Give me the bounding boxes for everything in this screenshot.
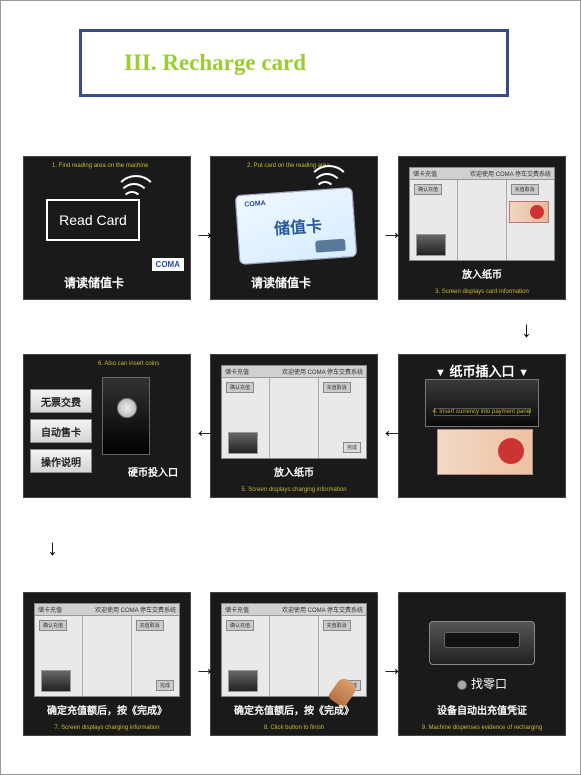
- step-7-cn-label: 确定充值额后，按《完成》: [24, 702, 190, 717]
- screen-title-right: 欢迎使用 COMA 停车交费系统: [95, 605, 176, 614]
- step-panel-7: 储卡充值 欢迎使用 COMA 停车交费系统 确认充值 充值取消完成 确定充值额后，…: [23, 592, 191, 736]
- arrow-down-icon: ↓: [47, 537, 58, 559]
- step-panel-9: 找零口 设备自动出充值凭证 9. Machine dispenses evide…: [398, 592, 566, 736]
- kiosk-screen: 储卡充值 欢迎使用 COMA 停车交费系统 确认充值 充值取消完成: [221, 365, 367, 459]
- step-panel-5: 储卡充值 欢迎使用 COMA 停车交费系统 确认充值 充值取消完成 放入纸币 5.…: [210, 354, 378, 498]
- coin-slot[interactable]: [102, 377, 150, 455]
- bill-acceptor-slot[interactable]: [425, 379, 539, 427]
- arrow-left-icon: ←: [381, 419, 403, 441]
- screen-title-right: 欢迎使用 COMA 停车交费系统: [282, 367, 363, 376]
- arrow-down-icon: ↓: [521, 319, 532, 341]
- arrow-left-icon: ←: [194, 419, 216, 441]
- banknote-icon: [509, 201, 549, 223]
- step-3-caption: 3. Screen displays card information: [399, 289, 565, 295]
- screen-title-left: 储卡充值: [225, 605, 249, 614]
- step-8-caption: 8. Click button to finish: [211, 725, 377, 731]
- cancel-recharge-button[interactable]: 充值取消: [136, 620, 164, 631]
- step-7-caption: 7. Screen displays charging information: [24, 725, 190, 731]
- coin-icon: [117, 398, 137, 418]
- banknote-icon: [437, 429, 533, 475]
- coma-logo: COMA: [152, 258, 184, 271]
- step-9-cn-label: 设备自动出充值凭证: [399, 702, 565, 717]
- step-6-caption: 6. Also can insert coins: [98, 361, 159, 367]
- card-title: 储值卡: [273, 212, 323, 239]
- cash-slot-icon: [41, 670, 71, 692]
- read-card-area: Read Card: [46, 199, 140, 241]
- receipt-dispenser: [429, 621, 535, 665]
- instructions-button[interactable]: 操作说明: [30, 449, 92, 473]
- step-5-caption: 5. Screen displays charging information: [211, 487, 377, 493]
- screen-title-left: 储卡充值: [225, 367, 249, 376]
- step-panel-8: 储卡充值欢迎使用 COMA 停车交费系统 确认充值 充值取消完成 确定充值额后，…: [210, 592, 378, 736]
- done-button[interactable]: 完成: [156, 680, 174, 691]
- no-ticket-pay-button[interactable]: 无票交费: [30, 389, 92, 413]
- step-3-cn-label: 放入纸币: [399, 266, 565, 281]
- auto-sell-card-button[interactable]: 自动售卡: [30, 419, 92, 443]
- step-1-cn-label: 请读储值卡: [64, 274, 124, 291]
- header-box: III. Recharge card: [79, 29, 509, 97]
- kiosk-screen: 储卡充值 欢迎使用 COMA 停车交费系统 确认充值 充值取消完成: [34, 603, 180, 697]
- screen-title-left: 储卡充值: [38, 605, 62, 614]
- confirm-recharge-button[interactable]: 确认充值: [226, 382, 254, 393]
- cancel-recharge-button[interactable]: 充值取消: [511, 184, 539, 195]
- cash-slot-icon: [228, 670, 258, 692]
- done-button[interactable]: 完成: [343, 442, 361, 453]
- cancel-recharge-button[interactable]: 充值取消: [323, 382, 351, 393]
- step-panel-6: 6. Also can insert coins 无票交费 自动售卡 操作说明 …: [23, 354, 191, 498]
- step-9-caption: 9. Machine dispenses evidence of recharg…: [399, 725, 565, 731]
- cash-slot-icon: [416, 234, 446, 256]
- step-panel-1: 1. Find reading area on the machine Read…: [23, 156, 191, 300]
- step-panel-2: 2. Put card on the reading area COMA 储值卡…: [210, 156, 378, 300]
- step-2-cn-label: 请读储值卡: [251, 274, 311, 291]
- coin-slot-label: 硬币投入口: [128, 464, 178, 479]
- indicator-dot-icon: [457, 680, 467, 690]
- cash-slot-icon: [228, 432, 258, 454]
- step-1-caption: 1. Find reading area on the machine: [52, 163, 148, 169]
- confirm-recharge-button[interactable]: 确认充值: [226, 620, 254, 631]
- arrow-right-icon: →: [194, 221, 216, 243]
- car-icon: [315, 239, 346, 253]
- card-brand: COMA: [244, 200, 266, 208]
- stored-value-card: COMA 储值卡: [235, 187, 358, 265]
- screen-title-right: 欢迎使用 COMA 停车交费系统: [470, 169, 551, 178]
- step-8-cn-label: 确定充值额后，按《完成》: [211, 702, 377, 717]
- confirm-recharge-button[interactable]: 确认充值: [39, 620, 67, 631]
- change-outlet-label: 找零口: [399, 675, 565, 692]
- screen-title-right: 欢迎使用 COMA 停车交费系统: [282, 605, 363, 614]
- arrow-right-icon: →: [194, 657, 216, 679]
- step-5-cn-label: 放入纸币: [211, 464, 377, 479]
- step-4-caption: 4. Insert currency into payment panel: [399, 409, 565, 415]
- header-title: III. Recharge card: [124, 50, 306, 76]
- step-panel-3: 储卡充值 欢迎使用 COMA 停车交费系统 确认充值 充值取消 放入纸币 3. S…: [398, 156, 566, 300]
- arrow-right-icon: →: [381, 657, 403, 679]
- screen-title-left: 储卡充值: [413, 169, 437, 178]
- arrow-right-icon: →: [381, 221, 403, 243]
- confirm-recharge-button[interactable]: 确认充值: [414, 184, 442, 195]
- bill-slot-label: ▼ 纸币插入口 ▼: [399, 361, 565, 380]
- cancel-recharge-button[interactable]: 充值取消: [323, 620, 351, 631]
- step-panel-4: ▼ 纸币插入口 ▼ 4. Insert currency into paymen…: [398, 354, 566, 498]
